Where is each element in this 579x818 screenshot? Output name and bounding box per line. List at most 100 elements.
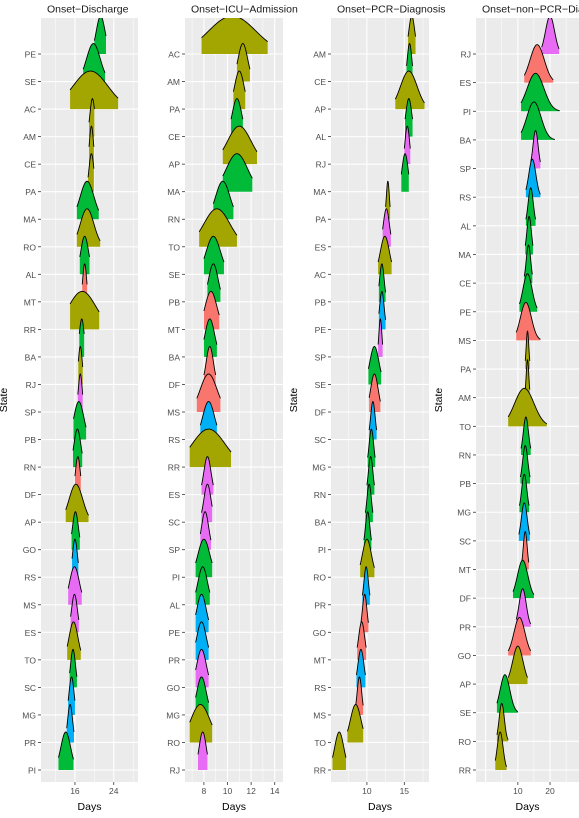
y-tick-label: RO bbox=[458, 737, 471, 747]
ridge-RN bbox=[521, 416, 531, 455]
ridge-PA bbox=[88, 153, 94, 192]
ridge-outline-RN bbox=[520, 416, 532, 449]
y-tick-label: PE bbox=[460, 307, 472, 317]
y-tick-label: PR bbox=[459, 622, 471, 632]
ridge-AC bbox=[70, 71, 119, 110]
ridges bbox=[332, 18, 425, 770]
ridge-AP bbox=[508, 646, 528, 685]
y-tick-label: PB bbox=[315, 297, 327, 307]
y-tick-label: PI bbox=[28, 766, 36, 776]
ridge-outline-PE bbox=[195, 593, 210, 621]
y-tick-label: SC bbox=[314, 435, 326, 445]
y-tick-label: CE bbox=[314, 77, 326, 87]
ridge-outline-PA bbox=[385, 180, 391, 207]
ridge-outline-DF bbox=[512, 559, 535, 595]
ridge-SP bbox=[530, 130, 541, 169]
ridge-outline-GO bbox=[71, 511, 81, 538]
y-tick-label: RR bbox=[168, 463, 180, 473]
y-tick-label: GO bbox=[313, 628, 327, 638]
y-tick-label: DF bbox=[315, 408, 326, 418]
ridge-outline-RR bbox=[69, 290, 100, 313]
ridge-outline-SP bbox=[77, 373, 84, 395]
ridge-outline-MS bbox=[355, 676, 364, 706]
y-tick-label: BA bbox=[169, 352, 181, 362]
ridge-RO bbox=[76, 208, 101, 247]
ridge-outline-SP bbox=[199, 511, 212, 541]
y-tick-label: RO bbox=[313, 573, 326, 583]
ridge-outline-PB bbox=[519, 445, 531, 478]
ridge-outline-CE bbox=[230, 98, 244, 120]
y-tick-label: RR bbox=[459, 766, 471, 776]
ridge-outline-AP bbox=[394, 70, 425, 104]
ridge-SE bbox=[368, 346, 382, 385]
ridge-outline-RN bbox=[72, 428, 83, 454]
ridge-outline-CE bbox=[406, 43, 413, 66]
ridge-AL bbox=[525, 187, 536, 226]
ridge-outline-SE bbox=[496, 674, 519, 713]
ridge-outline-GO bbox=[360, 593, 369, 623]
panel-title-strip bbox=[476, 0, 579, 18]
ridge-outline-SC bbox=[368, 401, 378, 431]
y-tick-label: RO bbox=[23, 242, 36, 252]
y-tick-label: PR bbox=[168, 655, 180, 665]
ridge-outline-MA bbox=[400, 153, 410, 175]
x-tick-label: 10 bbox=[513, 786, 523, 796]
y-tick-label: PE bbox=[315, 325, 327, 335]
y-tick-label: SE bbox=[460, 708, 472, 718]
y-tick-label: MT bbox=[168, 325, 180, 335]
x-axis-label: Days bbox=[516, 801, 540, 813]
y-tick-label: PR bbox=[24, 738, 36, 748]
ridge-outline-AL bbox=[525, 187, 536, 220]
y-tick-label: SE bbox=[169, 270, 181, 280]
panel-title: Onset−ICU−Admission bbox=[191, 4, 298, 16]
y-tick-label: AP bbox=[25, 518, 37, 528]
y-tick-label: AM bbox=[313, 50, 326, 60]
ridge-RR bbox=[70, 291, 100, 330]
ridge-outline-MG bbox=[67, 676, 76, 701]
panel-title-strip bbox=[331, 0, 429, 18]
ridge-outline-RS bbox=[525, 158, 541, 195]
ridge-outline-MA bbox=[524, 215, 534, 246]
ridge-outline-MT bbox=[356, 621, 367, 648]
ridge-outline-RR bbox=[189, 428, 232, 453]
ridge-outline-MT bbox=[521, 530, 530, 563]
ridge-PA bbox=[525, 331, 530, 370]
ridge-outline-RN bbox=[366, 456, 375, 486]
panel-title: Onset−PCR−Diagnosis bbox=[337, 4, 446, 16]
y-tick-label: CE bbox=[459, 279, 471, 289]
y-tick-label: AM bbox=[23, 132, 36, 142]
y-tick-label: RS bbox=[24, 573, 36, 583]
ridge-AP bbox=[65, 484, 89, 523]
ridge-outline-MT bbox=[203, 290, 220, 316]
x-tick-label: 14 bbox=[270, 786, 280, 796]
y-tick-label: ES bbox=[315, 242, 327, 252]
y-tick-label: PB bbox=[169, 297, 181, 307]
x-axis-label: Days bbox=[368, 801, 392, 813]
ridge-outline-DF bbox=[368, 373, 381, 402]
ridge-outline-PI bbox=[363, 511, 372, 541]
y-tick-label: MS bbox=[167, 408, 180, 418]
y-tick-label: SC bbox=[168, 518, 180, 528]
y-tick-label: MG bbox=[22, 710, 36, 720]
ridge-outline-MG bbox=[195, 676, 210, 703]
ridge-DF bbox=[513, 560, 534, 599]
ridge-outline-MS bbox=[515, 301, 541, 340]
ridge-outline-RO bbox=[76, 208, 101, 242]
y-tick-label: TO bbox=[459, 422, 471, 432]
ridge-panel-1: Onset−Discharge PE SE AC AM CE PA MA RO AL MT RR BA R… bbox=[0, 0, 138, 813]
ridge-outline-TO bbox=[347, 704, 364, 732]
ridge-MA bbox=[525, 216, 533, 255]
ridge-outline-GO bbox=[195, 648, 210, 676]
y-tick-label: TO bbox=[168, 242, 180, 252]
ridge-outline-RJ bbox=[77, 345, 84, 368]
y-tick-label: PB bbox=[25, 435, 37, 445]
ridge-PB bbox=[520, 445, 531, 484]
ridge-outline-AL bbox=[195, 566, 211, 593]
ridges bbox=[58, 18, 119, 770]
x-tick-label: 24 bbox=[109, 786, 119, 796]
y-tick-label: SE bbox=[315, 380, 327, 390]
y-tick-label: MA bbox=[23, 215, 36, 225]
ridge-outline-MA bbox=[76, 180, 100, 211]
ridge-outline-CE bbox=[88, 125, 95, 147]
